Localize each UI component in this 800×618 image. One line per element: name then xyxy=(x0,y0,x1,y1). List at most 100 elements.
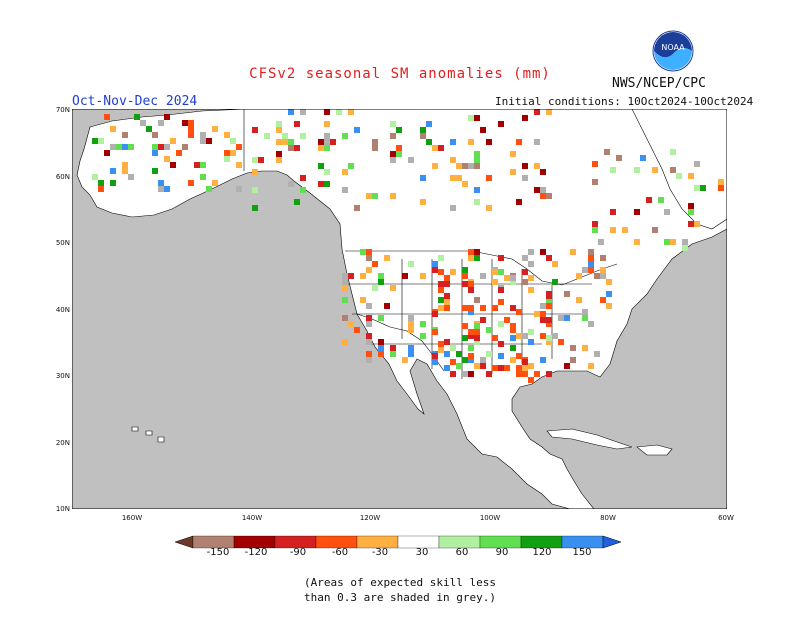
anomaly-cell xyxy=(236,186,242,192)
land-greenland xyxy=(631,109,727,230)
anomaly-cell xyxy=(688,221,694,227)
anomaly-cell xyxy=(396,145,402,151)
scale-arrow-high xyxy=(602,535,622,549)
anomaly-cell xyxy=(498,269,504,275)
anomaly-cell xyxy=(390,351,396,357)
anomaly-cell xyxy=(348,163,354,169)
anomaly-cell xyxy=(432,267,438,273)
anomaly-cell xyxy=(426,139,432,145)
anomaly-cell xyxy=(462,273,468,279)
anomaly-cell xyxy=(324,121,330,127)
anomaly-cell xyxy=(288,145,294,151)
anomaly-cell xyxy=(378,345,384,351)
anomaly-cell xyxy=(528,275,534,281)
anomaly-cell xyxy=(456,351,462,357)
anomaly-cell xyxy=(164,114,170,120)
anomaly-cell xyxy=(528,363,534,369)
anomaly-cell xyxy=(438,341,444,347)
anomaly-cell xyxy=(98,138,104,144)
season-label: Oct-Nov-Dec 2024 xyxy=(72,94,198,109)
anomaly-cell xyxy=(432,359,438,365)
anomaly-cell xyxy=(634,167,640,173)
anomaly-cell xyxy=(546,317,552,323)
anomaly-cell xyxy=(564,363,570,369)
anomaly-cell xyxy=(288,181,294,187)
anomaly-cell xyxy=(158,180,164,186)
anomaly-cell xyxy=(98,186,104,192)
anomaly-cell xyxy=(522,175,528,181)
anomaly-cell xyxy=(170,162,176,168)
anomaly-cell xyxy=(498,121,504,127)
anomaly-cell xyxy=(438,287,444,293)
anomaly-cell xyxy=(110,180,116,186)
scale-tick-label: -60 xyxy=(331,547,349,558)
anomaly-cell xyxy=(540,317,546,323)
anomaly-cell xyxy=(366,267,372,273)
anomaly-cell xyxy=(432,329,438,335)
anomaly-cell xyxy=(164,144,170,150)
anomaly-cell xyxy=(670,239,676,245)
anomaly-cell xyxy=(676,173,682,179)
anomaly-cell xyxy=(294,121,300,127)
anomaly-cell xyxy=(600,255,606,261)
anomaly-cell xyxy=(606,291,612,297)
anomaly-cell xyxy=(474,151,480,157)
anomaly-cell xyxy=(468,163,474,169)
anomaly-cell xyxy=(640,155,646,161)
scale-tick-label: 120 xyxy=(532,547,552,558)
scale-arrow-low xyxy=(175,535,194,549)
anomaly-cell xyxy=(468,139,474,145)
anomaly-cell xyxy=(372,193,378,199)
anomaly-cell xyxy=(318,139,324,145)
anomaly-cell xyxy=(552,279,558,285)
anomaly-cell xyxy=(236,162,242,168)
anomaly-cell xyxy=(570,357,576,363)
anomaly-cell xyxy=(504,275,510,281)
anomaly-cell xyxy=(372,139,378,145)
anomaly-cell xyxy=(98,180,104,186)
anomaly-cell xyxy=(264,133,270,139)
anomaly-cell xyxy=(360,297,366,303)
anomaly-cell xyxy=(528,261,534,267)
anomaly-cell xyxy=(200,132,206,138)
anomaly-cell xyxy=(474,297,480,303)
anomaly-cell xyxy=(378,351,384,357)
anomaly-cell xyxy=(420,133,426,139)
anomaly-cell xyxy=(438,347,444,353)
anomaly-cell xyxy=(546,109,552,115)
noaa-logo-icon: NOAA xyxy=(652,30,694,72)
anomaly-cell xyxy=(670,167,676,173)
anomaly-cell xyxy=(258,157,264,163)
anomaly-cell xyxy=(594,351,600,357)
anomaly-cell xyxy=(558,315,564,321)
anomaly-cell xyxy=(182,120,188,126)
anomaly-cell xyxy=(212,180,218,186)
anomaly-cell xyxy=(188,126,194,132)
anomaly-cell xyxy=(384,303,390,309)
anomaly-cell xyxy=(432,261,438,267)
anomaly-cell xyxy=(324,169,330,175)
anomaly-cell xyxy=(366,333,372,339)
anomaly-cell xyxy=(486,351,492,357)
anomaly-cell xyxy=(504,365,510,371)
anomaly-cell xyxy=(158,186,164,192)
anomaly-cell xyxy=(152,168,158,174)
anomaly-cell xyxy=(276,121,282,127)
anomaly-cell xyxy=(540,303,546,309)
anomaly-cell xyxy=(522,359,528,365)
anomaly-cell xyxy=(408,261,414,267)
anomaly-cell xyxy=(474,329,480,335)
anomaly-cell xyxy=(444,351,450,357)
anomaly-cell xyxy=(576,273,582,279)
anomaly-cell xyxy=(486,371,492,377)
anomaly-cell xyxy=(420,333,426,339)
lat-label: 60N xyxy=(55,173,70,181)
anomaly-cell xyxy=(658,197,664,203)
anomaly-cell xyxy=(390,151,396,157)
anomaly-cell xyxy=(276,151,282,157)
anomaly-cell xyxy=(558,339,564,345)
anomaly-cell xyxy=(588,255,594,261)
anomaly-cell xyxy=(158,144,164,150)
anomaly-cell xyxy=(606,303,612,309)
anomaly-cell xyxy=(546,255,552,261)
